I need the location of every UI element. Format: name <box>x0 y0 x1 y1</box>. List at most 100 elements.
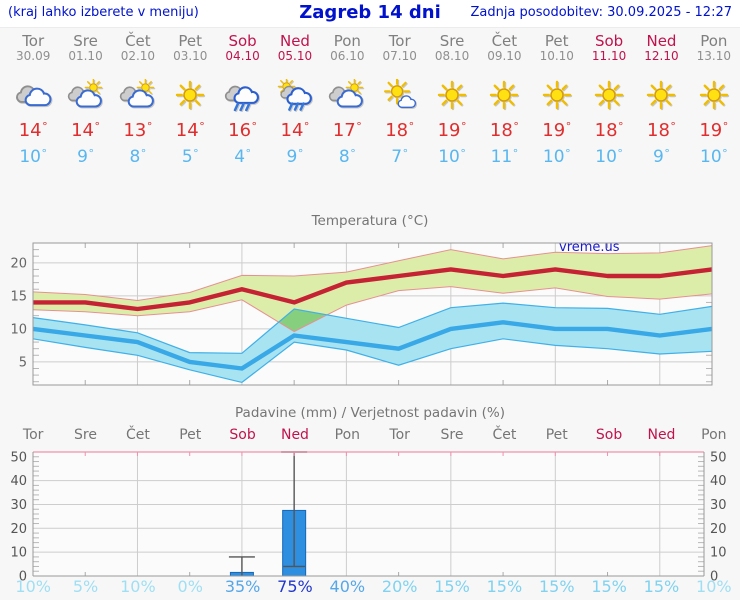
day-date[interactable]: 30.09 <box>15 49 51 63</box>
day-column[interactable]: Tor 07.10 <box>374 33 426 64</box>
min-temperature-value[interactable]: 9° <box>286 147 304 167</box>
day-name[interactable]: Ned <box>279 32 310 50</box>
min-temperature-value[interactable]: 11° <box>490 147 519 167</box>
weather-icon-cell[interactable] <box>112 77 164 113</box>
precip-day-label[interactable]: Sob <box>229 427 256 443</box>
max-temperature-value[interactable]: 18° <box>594 120 624 141</box>
min-temperature-value[interactable]: 10° <box>700 147 728 167</box>
day-name[interactable]: Čet <box>491 32 518 50</box>
weather-icon-cell[interactable] <box>635 77 687 113</box>
day-name[interactable]: Ned <box>646 32 677 50</box>
precip-day-label[interactable]: Tor <box>22 427 44 443</box>
day-date[interactable]: 12.10 <box>644 49 679 63</box>
precip-probability-value[interactable]: 15% <box>591 577 627 596</box>
weather-icon-cell[interactable] <box>583 77 635 113</box>
precip-probability-value[interactable]: 40% <box>329 577 366 596</box>
min-temperature-value[interactable]: 10° <box>542 147 571 167</box>
day-column[interactable]: Tor 30.09 <box>7 33 59 64</box>
weather-icon-cell[interactable] <box>531 77 583 113</box>
max-temperature-value[interactable]: 16° <box>228 120 258 141</box>
day-column[interactable]: Pon 06.10 <box>321 33 373 64</box>
weather-icon-cell[interactable] <box>688 77 740 113</box>
precip-probability-value[interactable]: 35% <box>224 577 261 596</box>
min-temperature-value[interactable]: 5° <box>181 147 199 167</box>
day-name[interactable]: Tor <box>388 32 411 50</box>
day-column[interactable]: Pet 10.10 <box>531 33 583 64</box>
day-date[interactable]: 01.10 <box>68 49 103 63</box>
day-date[interactable]: 04.10 <box>225 49 260 63</box>
day-name[interactable]: Sre <box>73 32 98 50</box>
max-temperature-value[interactable]: 18° <box>385 120 415 141</box>
day-column[interactable]: Sre 08.10 <box>426 33 478 64</box>
weather-icon-cell[interactable] <box>164 77 216 113</box>
day-date[interactable]: 11.10 <box>591 49 627 63</box>
weather-icon-cell[interactable] <box>321 77 373 113</box>
day-date[interactable]: 10.10 <box>539 49 574 63</box>
max-temperature-value[interactable]: 18° <box>489 120 519 141</box>
day-date[interactable]: 03.10 <box>173 49 208 63</box>
day-date[interactable]: 02.10 <box>120 49 156 63</box>
min-temperature-value[interactable]: 7° <box>391 147 409 167</box>
precip-day-label[interactable]: Sob <box>595 427 623 443</box>
min-temperature-value[interactable]: 4° <box>234 147 252 167</box>
precip-day-label[interactable]: Ned <box>647 427 676 443</box>
weather-icon-cell[interactable] <box>478 77 530 113</box>
day-column[interactable]: Čet 02.10 <box>112 33 164 64</box>
day-date[interactable]: 13.10 <box>696 49 731 63</box>
max-temperature-value[interactable]: 17° <box>332 120 362 141</box>
day-column[interactable]: Sob 11.10 <box>583 33 635 64</box>
min-temperature-value[interactable]: 10° <box>438 147 466 167</box>
day-name[interactable]: Pet <box>178 32 203 50</box>
day-column[interactable]: Sre 01.10 <box>59 33 111 64</box>
day-name[interactable]: Čet <box>125 32 151 50</box>
max-temperature-value[interactable]: 19° <box>542 120 572 141</box>
max-temperature-value[interactable]: 14° <box>280 120 310 141</box>
day-name[interactable]: Sre <box>439 32 465 50</box>
day-date[interactable]: 06.10 <box>330 49 365 63</box>
day-date[interactable]: 07.10 <box>382 49 417 63</box>
day-name[interactable]: Pon <box>333 32 361 50</box>
min-temperature-value[interactable]: 8° <box>129 147 147 167</box>
day-name[interactable]: Pon <box>700 32 728 50</box>
precip-probability-value[interactable]: 0% <box>177 577 203 596</box>
day-column[interactable]: Sob 04.10 <box>216 33 268 64</box>
min-temperature-value[interactable]: 9° <box>77 147 94 167</box>
min-temperature-value[interactable]: 10° <box>595 147 623 167</box>
precip-probability-value[interactable]: 15% <box>486 577 523 596</box>
weather-icon-cell[interactable] <box>426 77 478 113</box>
day-name[interactable]: Tor <box>22 32 45 50</box>
day-date[interactable]: 05.10 <box>277 49 313 63</box>
min-temperature-value[interactable]: 9° <box>653 147 670 167</box>
day-date[interactable]: 09.10 <box>487 49 522 63</box>
weather-icon-cell[interactable] <box>374 77 426 113</box>
max-temperature-value[interactable]: 14° <box>18 120 48 141</box>
day-column[interactable]: Ned 05.10 <box>269 33 321 64</box>
max-temperature-value[interactable]: 14° <box>71 120 100 141</box>
precip-day-label[interactable]: Čet <box>492 427 517 443</box>
precip-day-label[interactable]: Ned <box>280 427 309 443</box>
max-temperature-value[interactable]: 19° <box>437 120 467 141</box>
precip-probability-value[interactable]: 10% <box>696 577 732 596</box>
day-column[interactable]: Ned 12.10 <box>635 33 687 64</box>
precip-probability-value[interactable]: 15% <box>434 577 470 596</box>
max-temperature-value[interactable]: 19° <box>699 120 729 141</box>
weather-icon-cell[interactable] <box>216 77 268 113</box>
day-column[interactable]: Pon 13.10 <box>688 33 740 64</box>
watermark-link[interactable]: vreme.us <box>559 240 620 255</box>
precip-day-label[interactable]: Sre <box>74 427 97 443</box>
precip-day-label[interactable]: Čet <box>125 427 150 443</box>
weather-icon-cell[interactable] <box>59 77 111 113</box>
max-temperature-value[interactable]: 18° <box>647 120 676 141</box>
min-temperature-value[interactable]: 10° <box>19 147 47 167</box>
precip-probability-value[interactable]: 10% <box>120 577 156 596</box>
day-column[interactable]: Pet 03.10 <box>164 33 216 64</box>
max-temperature-value[interactable]: 14° <box>175 120 205 141</box>
precip-day-label[interactable]: Pet <box>545 427 568 443</box>
precip-probability-value[interactable]: 15% <box>538 577 575 596</box>
precip-day-label[interactable]: Pon <box>334 427 361 443</box>
precip-day-label[interactable]: Tor <box>389 427 410 443</box>
precip-day-label[interactable]: Sre <box>440 427 464 443</box>
precip-day-label[interactable]: Pon <box>701 427 727 443</box>
day-column[interactable]: Čet 09.10 <box>478 33 530 64</box>
precip-probability-value[interactable]: 75% <box>277 577 313 596</box>
